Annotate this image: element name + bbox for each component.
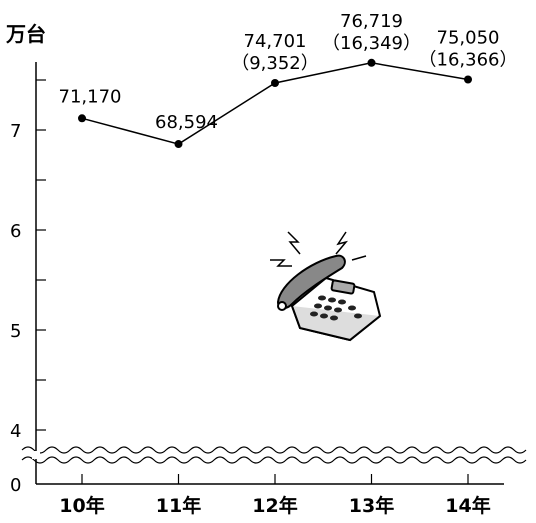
data-point [174,140,183,149]
series-line [81,62,469,145]
data-point [271,78,279,87]
axis-break-wave [21,456,527,464]
data-label: 71,170 [59,86,122,107]
data-sublabel: （9,352） [231,53,319,74]
x-tick-label: 14年 [445,494,490,517]
axis-break-gap [32,451,40,459]
y-tick-label: 6 [10,221,21,242]
data-label: 74,701 [244,31,307,52]
y-tick-label: 5 [10,321,21,342]
data-label: 75,050 [437,28,500,49]
series-line-layer [81,62,469,145]
data-point [464,75,472,84]
axis-break-waves [21,446,527,464]
data-label: 76,719 [340,11,403,32]
y-tick-label: 4 [10,421,21,442]
series-points [78,58,472,149]
data-label: 68,594 [155,112,218,133]
axis-break-wave [21,446,527,454]
data-point [78,114,86,123]
x-tick-label: 11年 [156,494,201,517]
data-sublabel: （16,349） [322,33,421,54]
y-axis-ticks: 7 6 5 4 0 [10,79,46,496]
y-tick-label: 0 [10,475,21,496]
telephone-icon [270,231,382,342]
data-labels: 71,170 68,594 74,701（9,352） 76,719（16,349） 7… [59,11,518,133]
y-tick-label: 7 [10,121,21,142]
x-tick-label: 12年 [252,494,297,517]
data-point [367,58,376,67]
axes [35,62,504,485]
x-axis-labels: 10年 11年 12年 13年 14年 [59,474,491,517]
y-axis-unit-label: 万台 [6,22,46,46]
x-tick-label: 10年 [59,494,104,517]
data-sublabel: （16,366） [419,50,518,71]
x-tick-label: 13年 [349,494,394,517]
